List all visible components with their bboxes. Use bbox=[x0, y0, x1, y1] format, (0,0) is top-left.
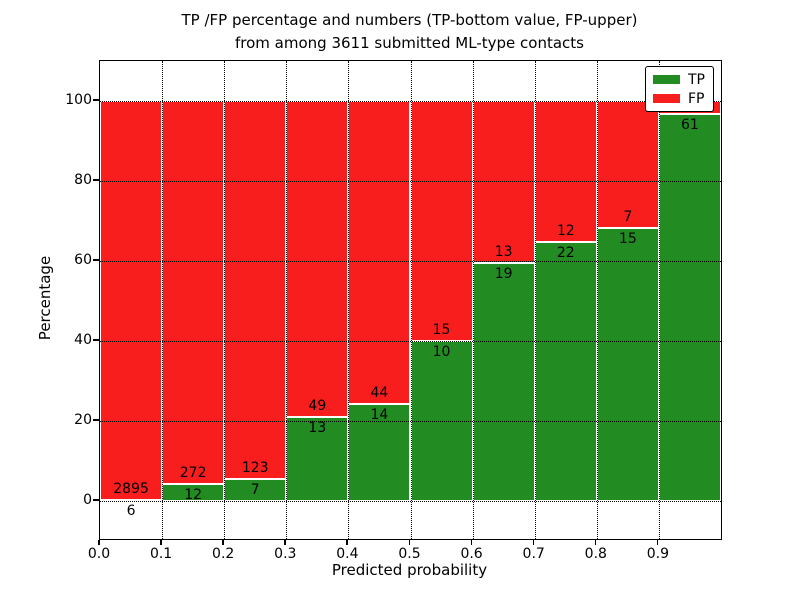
chart-title-line2: from among 3611 submitted ML-type contac… bbox=[235, 34, 584, 52]
x-axis-label: Predicted probability bbox=[331, 561, 488, 579]
fp-count-label-0: 2895 bbox=[113, 481, 149, 498]
tp-legend-swatch-icon bbox=[653, 75, 680, 84]
x-tick-label-0.7: 0.7 bbox=[522, 546, 545, 562]
fp-count-label-1: 272 bbox=[179, 465, 207, 482]
legend-label-fp: FP bbox=[688, 90, 705, 107]
tp-count-label-2: 7 bbox=[250, 482, 260, 499]
x-tick-mark-0.4 bbox=[346, 539, 348, 545]
fp-bar-2 bbox=[224, 101, 287, 480]
x-tick-mark-0.7 bbox=[532, 539, 535, 545]
x-tick-label-0.6: 0.6 bbox=[460, 546, 483, 562]
v-gridline-0.8 bbox=[596, 61, 598, 539]
x-tick-label-0.9: 0.9 bbox=[646, 546, 670, 562]
v-gridline-0.9 bbox=[658, 61, 660, 539]
tp-count-label-9: 61 bbox=[681, 116, 699, 133]
fp-bar-5 bbox=[410, 101, 473, 341]
v-gridline-0.2 bbox=[224, 61, 226, 539]
x-tick-mark-0.6 bbox=[470, 539, 473, 545]
y-tick-label-40: 40 bbox=[74, 332, 92, 348]
x-tick-mark-0.0 bbox=[98, 539, 100, 545]
x-tick-label-0.0: 0.0 bbox=[87, 546, 111, 562]
x-tick-mark-0.9 bbox=[656, 539, 659, 545]
v-gridline-0.1 bbox=[162, 61, 164, 539]
y-tick-label-100: 100 bbox=[65, 92, 92, 108]
v-gridline-0.3 bbox=[286, 61, 288, 539]
tp-count-label-5: 10 bbox=[432, 344, 451, 360]
fp-bar-4 bbox=[348, 101, 411, 405]
chart-title: TP /FP percentage and numbers (TP-bottom… bbox=[99, 9, 720, 55]
v-gridline-0.5 bbox=[410, 61, 412, 539]
y-tick-label-20: 20 bbox=[74, 412, 92, 428]
v-gridline-0.4 bbox=[348, 61, 350, 539]
fp-count-label-3: 49 bbox=[308, 398, 327, 415]
v-gridline-0.6 bbox=[472, 61, 474, 539]
y-tick-mark-100 bbox=[93, 99, 99, 101]
fp-bar-6 bbox=[472, 101, 535, 264]
tp-count-label-7: 22 bbox=[556, 245, 575, 262]
tp-count-label-6: 19 bbox=[494, 266, 513, 283]
tp-count-label-4: 14 bbox=[370, 407, 389, 424]
y-tick-label-80: 80 bbox=[74, 172, 92, 188]
tp-count-label-3: 13 bbox=[308, 420, 327, 437]
fp-bar-3 bbox=[286, 101, 349, 418]
fp-count-label-2: 123 bbox=[241, 460, 269, 477]
x-tick-label-0.8: 0.8 bbox=[584, 546, 607, 562]
tp-bar-9 bbox=[658, 113, 721, 501]
y-tick-mark-40 bbox=[93, 339, 99, 341]
fp-count-label-5: 15 bbox=[432, 322, 451, 338]
y-tick-mark-20 bbox=[93, 419, 99, 421]
tp-bar-6 bbox=[472, 263, 535, 501]
fp-count-label-7: 12 bbox=[556, 223, 575, 240]
legend-item-fp: FP bbox=[653, 91, 706, 107]
y-tick-mark-60 bbox=[93, 259, 99, 261]
tp-count-label-8: 15 bbox=[618, 231, 637, 248]
tp-count-label-0: 6 bbox=[126, 503, 136, 520]
tp-bar-8 bbox=[596, 228, 659, 501]
fp-bar-1 bbox=[162, 101, 225, 485]
fp-count-label-8: 7 bbox=[623, 209, 633, 226]
tp-bar-3 bbox=[286, 417, 349, 501]
x-tick-label-0.2: 0.2 bbox=[212, 546, 235, 562]
x-tick-label-0.1: 0.1 bbox=[149, 546, 173, 562]
tp-count-label-1: 12 bbox=[184, 487, 203, 504]
x-tick-mark-0.3 bbox=[284, 539, 286, 545]
v-gridline-0.7 bbox=[534, 61, 536, 539]
fp-count-label-4: 44 bbox=[370, 385, 389, 402]
y-tick-label-0: 0 bbox=[83, 492, 92, 508]
x-tick-mark-0.1 bbox=[160, 539, 162, 545]
x-tick-mark-0.8 bbox=[594, 539, 597, 545]
legend-item-tp: TP bbox=[653, 72, 706, 88]
y-tick-label-60: 60 bbox=[74, 252, 92, 268]
fp-legend-swatch-icon bbox=[653, 94, 680, 103]
y-tick-mark-0 bbox=[93, 499, 99, 501]
x-tick-mark-0.2 bbox=[222, 539, 224, 545]
legend: TP FP bbox=[645, 66, 714, 112]
x-tick-label-0.4: 0.4 bbox=[336, 546, 359, 562]
fp-bar-7 bbox=[534, 101, 597, 243]
chart-title-line1: TP /FP percentage and numbers (TP-bottom… bbox=[181, 11, 638, 29]
fp-bar-0 bbox=[100, 101, 163, 501]
x-tick-label-0.3: 0.3 bbox=[274, 546, 297, 562]
y-tick-mark-80 bbox=[93, 179, 99, 181]
tp-bar-7 bbox=[534, 242, 597, 501]
x-tick-mark-0.5 bbox=[408, 539, 410, 545]
x-tick-label-0.5: 0.5 bbox=[398, 546, 421, 562]
fp-count-label-6: 13 bbox=[494, 244, 513, 261]
plot-area: 2895 6 272 12 123 7 49 13 44 14 15 10 13 19 12 22 7 15 61 bbox=[99, 60, 722, 540]
tp-bar-4 bbox=[348, 404, 411, 501]
legend-label-tp: TP bbox=[688, 71, 705, 88]
